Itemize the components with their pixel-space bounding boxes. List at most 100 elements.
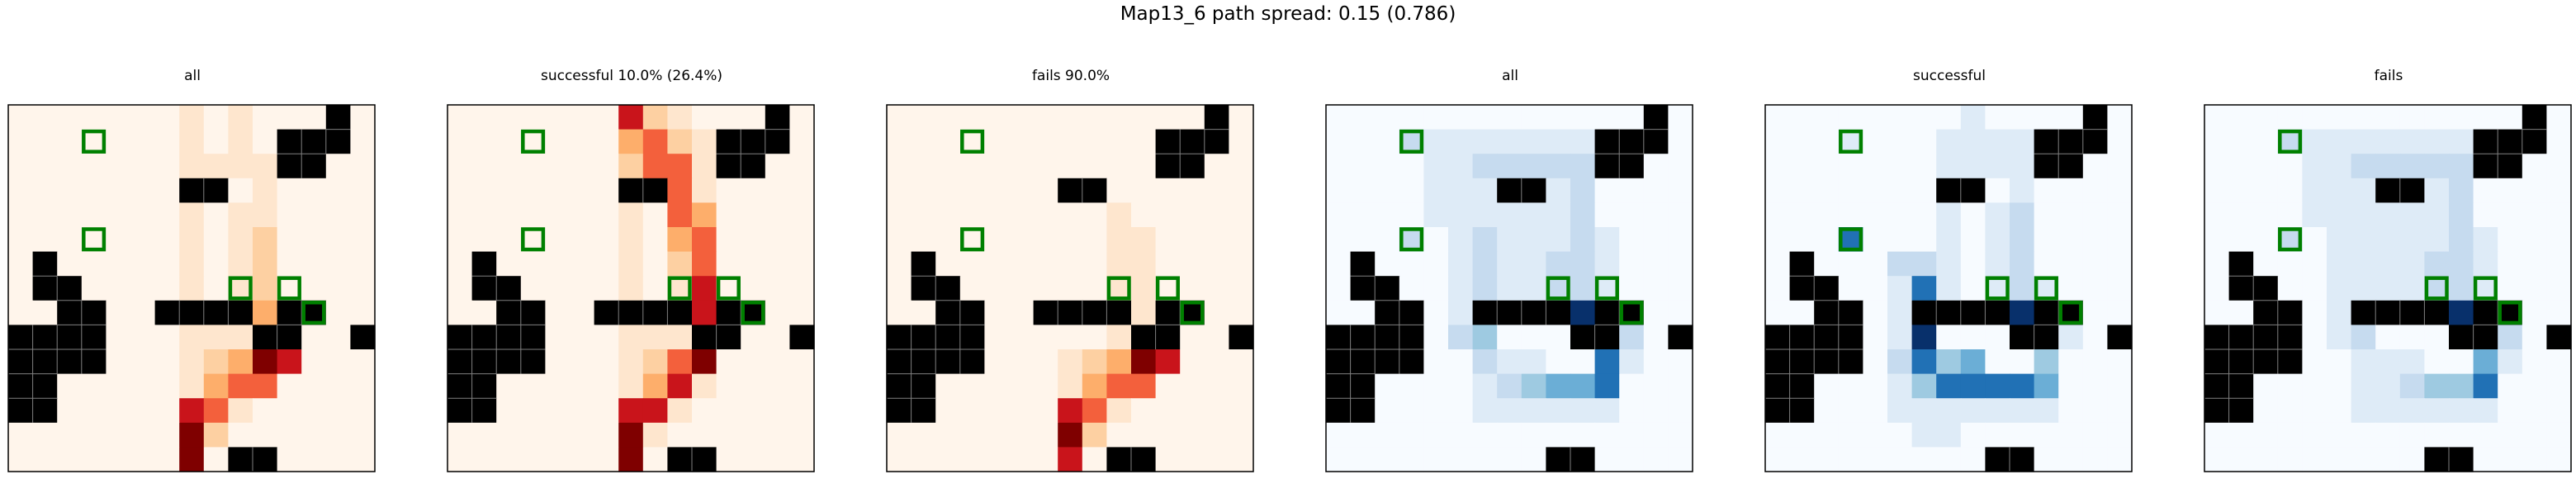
heat-cell xyxy=(1863,422,1888,448)
heat-cell xyxy=(1546,202,1571,228)
heat-cell xyxy=(959,105,985,130)
heat-cell xyxy=(1838,398,1863,424)
goal-marker xyxy=(82,227,107,252)
heat-cell xyxy=(2058,422,2084,448)
heat-cell xyxy=(2010,300,2035,325)
heat-cell xyxy=(1448,227,1474,253)
obstacle-cell xyxy=(1399,349,1424,375)
heat-cell xyxy=(2546,227,2572,253)
heat-cell xyxy=(667,105,693,130)
heat-cell xyxy=(570,154,595,179)
heat-cell xyxy=(741,349,766,375)
heat-cell xyxy=(1009,154,1035,179)
heat-cell xyxy=(1911,227,1937,253)
heat-cell xyxy=(447,202,473,228)
heat-cell xyxy=(1350,227,1376,253)
obstacle-cell xyxy=(1789,373,1815,399)
heat-cell xyxy=(1863,300,1888,325)
heat-cell xyxy=(789,349,815,375)
heat-cell xyxy=(1619,227,1645,253)
heat-cell xyxy=(154,227,180,253)
obstacle-cell xyxy=(32,349,58,375)
heat-cell xyxy=(1033,349,1058,375)
heat-cell xyxy=(1009,202,1035,228)
heat-cell xyxy=(2498,227,2523,253)
heat-cell xyxy=(1009,251,1035,277)
heat-cell xyxy=(2522,422,2547,448)
heat-cell xyxy=(277,251,302,277)
heat-cell xyxy=(32,202,58,228)
heat-cell xyxy=(57,178,83,203)
heat-cell xyxy=(618,349,644,375)
heat-cell xyxy=(959,202,985,228)
heat-cell xyxy=(1960,154,1986,179)
heat-cell xyxy=(887,276,912,301)
obstacle-cell xyxy=(8,349,34,375)
heat-cell xyxy=(325,251,351,277)
heat-cell xyxy=(1570,178,1596,203)
heat-cell xyxy=(325,422,351,448)
heat-cell xyxy=(1521,422,1546,448)
heat-cell xyxy=(130,105,156,130)
obstacle-cell xyxy=(496,349,522,375)
heat-cell xyxy=(1497,105,1522,130)
heat-cell xyxy=(2473,422,2498,448)
heat-cell xyxy=(2228,300,2254,325)
obstacle-cell xyxy=(1668,325,1693,350)
heat-cell xyxy=(642,251,668,277)
obstacle-cell xyxy=(911,325,936,350)
heat-cell xyxy=(130,227,156,253)
heat-cell xyxy=(81,447,107,472)
obstacle-cell xyxy=(2034,154,2059,179)
goal-marker xyxy=(2278,227,2303,252)
heat-cell xyxy=(1789,422,1815,448)
heat-cell xyxy=(1643,227,1669,253)
heat-cell xyxy=(325,300,351,325)
heat-cell xyxy=(1033,447,1058,472)
heat-cell xyxy=(2302,202,2327,228)
obstacle-cell xyxy=(1082,300,1107,325)
heat-cell xyxy=(2546,300,2572,325)
heat-cell xyxy=(545,178,571,203)
heat-cell xyxy=(2302,129,2327,154)
goal-marker xyxy=(2034,276,2058,301)
heatmap-panel xyxy=(1325,104,1693,472)
obstacle-cell xyxy=(2473,129,2498,154)
heat-cell xyxy=(789,398,815,424)
obstacle-cell xyxy=(81,300,107,325)
obstacle-cell xyxy=(1765,349,1791,375)
heat-cell xyxy=(106,129,131,154)
heat-cell xyxy=(1058,202,1083,228)
heat-cell xyxy=(2473,178,2498,203)
heat-cell xyxy=(1789,129,1815,154)
heat-cell xyxy=(1033,325,1058,350)
heat-cell xyxy=(2351,325,2376,350)
obstacle-cell xyxy=(496,276,522,301)
heat-cell xyxy=(1082,349,1107,375)
panel-frame xyxy=(7,104,376,472)
heat-cell xyxy=(1448,447,1474,472)
heat-cell xyxy=(2424,349,2450,375)
heat-cell xyxy=(253,349,278,375)
heat-cell xyxy=(1887,251,1913,277)
heat-cell xyxy=(692,178,717,203)
heat-cell xyxy=(1985,251,2010,277)
heat-cell xyxy=(2522,202,2547,228)
heat-cell xyxy=(2375,105,2401,130)
heat-cell xyxy=(1497,325,1522,350)
heat-cell xyxy=(1643,276,1669,301)
heat-cell xyxy=(1009,422,1035,448)
heat-cell xyxy=(1497,129,1522,154)
heat-cell xyxy=(789,276,815,301)
heat-cell xyxy=(741,105,766,130)
heat-cell xyxy=(8,422,34,448)
obstacle-cell xyxy=(228,300,253,325)
obstacle-cell xyxy=(1399,325,1424,350)
heat-cell xyxy=(594,422,619,448)
obstacle-cell xyxy=(1838,300,1863,325)
obstacle-cell xyxy=(520,300,546,325)
heat-cell xyxy=(1423,202,1449,228)
heat-cell xyxy=(1448,105,1474,130)
heat-cell xyxy=(471,129,497,154)
heat-cell xyxy=(1570,398,1596,424)
